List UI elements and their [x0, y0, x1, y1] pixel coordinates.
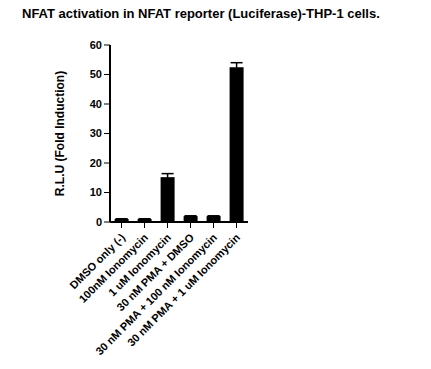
svg-text:DMSO only (-): DMSO only (-) [67, 231, 128, 292]
svg-text:10: 10 [90, 186, 102, 198]
svg-text:40: 40 [90, 98, 102, 110]
svg-text:60: 60 [90, 39, 102, 51]
svg-text:30 nM PMA + DMSO: 30 nM PMA + DMSO [114, 231, 197, 314]
svg-text:100nM Ionomycin: 100nM Ionomycin [76, 231, 151, 305]
svg-text:20: 20 [90, 157, 102, 169]
svg-text:R.L.U (Fold Induction): R.L.U (Fold Induction) [53, 71, 67, 196]
html-text:NFAT activation in NFAT report: NFAT activation in NFAT reporter (Lucife… [22, 6, 380, 21]
svg-text:30: 30 [90, 127, 102, 139]
svg-text:30 nM PMA + 1 uM Ionomycin: 30 nM PMA + 1 uM Ionomycin [125, 231, 243, 349]
svg-text:50: 50 [90, 68, 102, 80]
svg-text:30 nM PMA + 100 nM Ionomycin: 30 nM PMA + 100 nM Ionomycin [93, 231, 219, 357]
svg-text:0: 0 [96, 216, 102, 228]
